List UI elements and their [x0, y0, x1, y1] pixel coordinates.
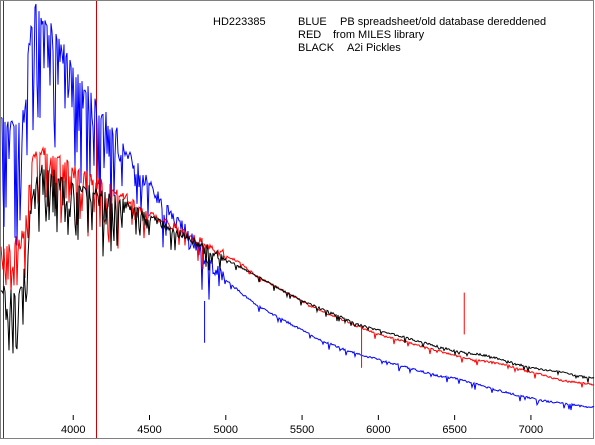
legend-object: HD223385 — [213, 16, 266, 28]
x-tick-label-1: 4500 — [137, 424, 161, 436]
x-axis: 4000 4500 5000 5500 6000 6500 7000 — [61, 415, 543, 436]
legend-color-black: BLACK — [298, 42, 335, 54]
legend-color-blue: BLUE — [298, 16, 327, 28]
x-tick-label-4: 6000 — [366, 424, 390, 436]
legend-color-red: RED — [298, 29, 321, 41]
legend-desc-blue: PB spreadsheet/old database dereddened — [340, 16, 546, 28]
legend-desc-black: A2i Pickles — [347, 42, 401, 54]
legend: HD223385 BLUE PB spreadsheet/old databas… — [213, 16, 546, 54]
x-tick-label-3: 5500 — [290, 424, 314, 436]
x-tick-label-6: 7000 — [519, 424, 543, 436]
x-tick-label-2: 5000 — [214, 424, 238, 436]
series-line-black — [0, 164, 595, 383]
series-layer — [0, 3, 595, 411]
legend-desc-red: from MILES library — [333, 29, 425, 41]
x-tick-label-5: 6500 — [442, 424, 466, 436]
x-tick-label-0: 4000 — [61, 424, 85, 436]
